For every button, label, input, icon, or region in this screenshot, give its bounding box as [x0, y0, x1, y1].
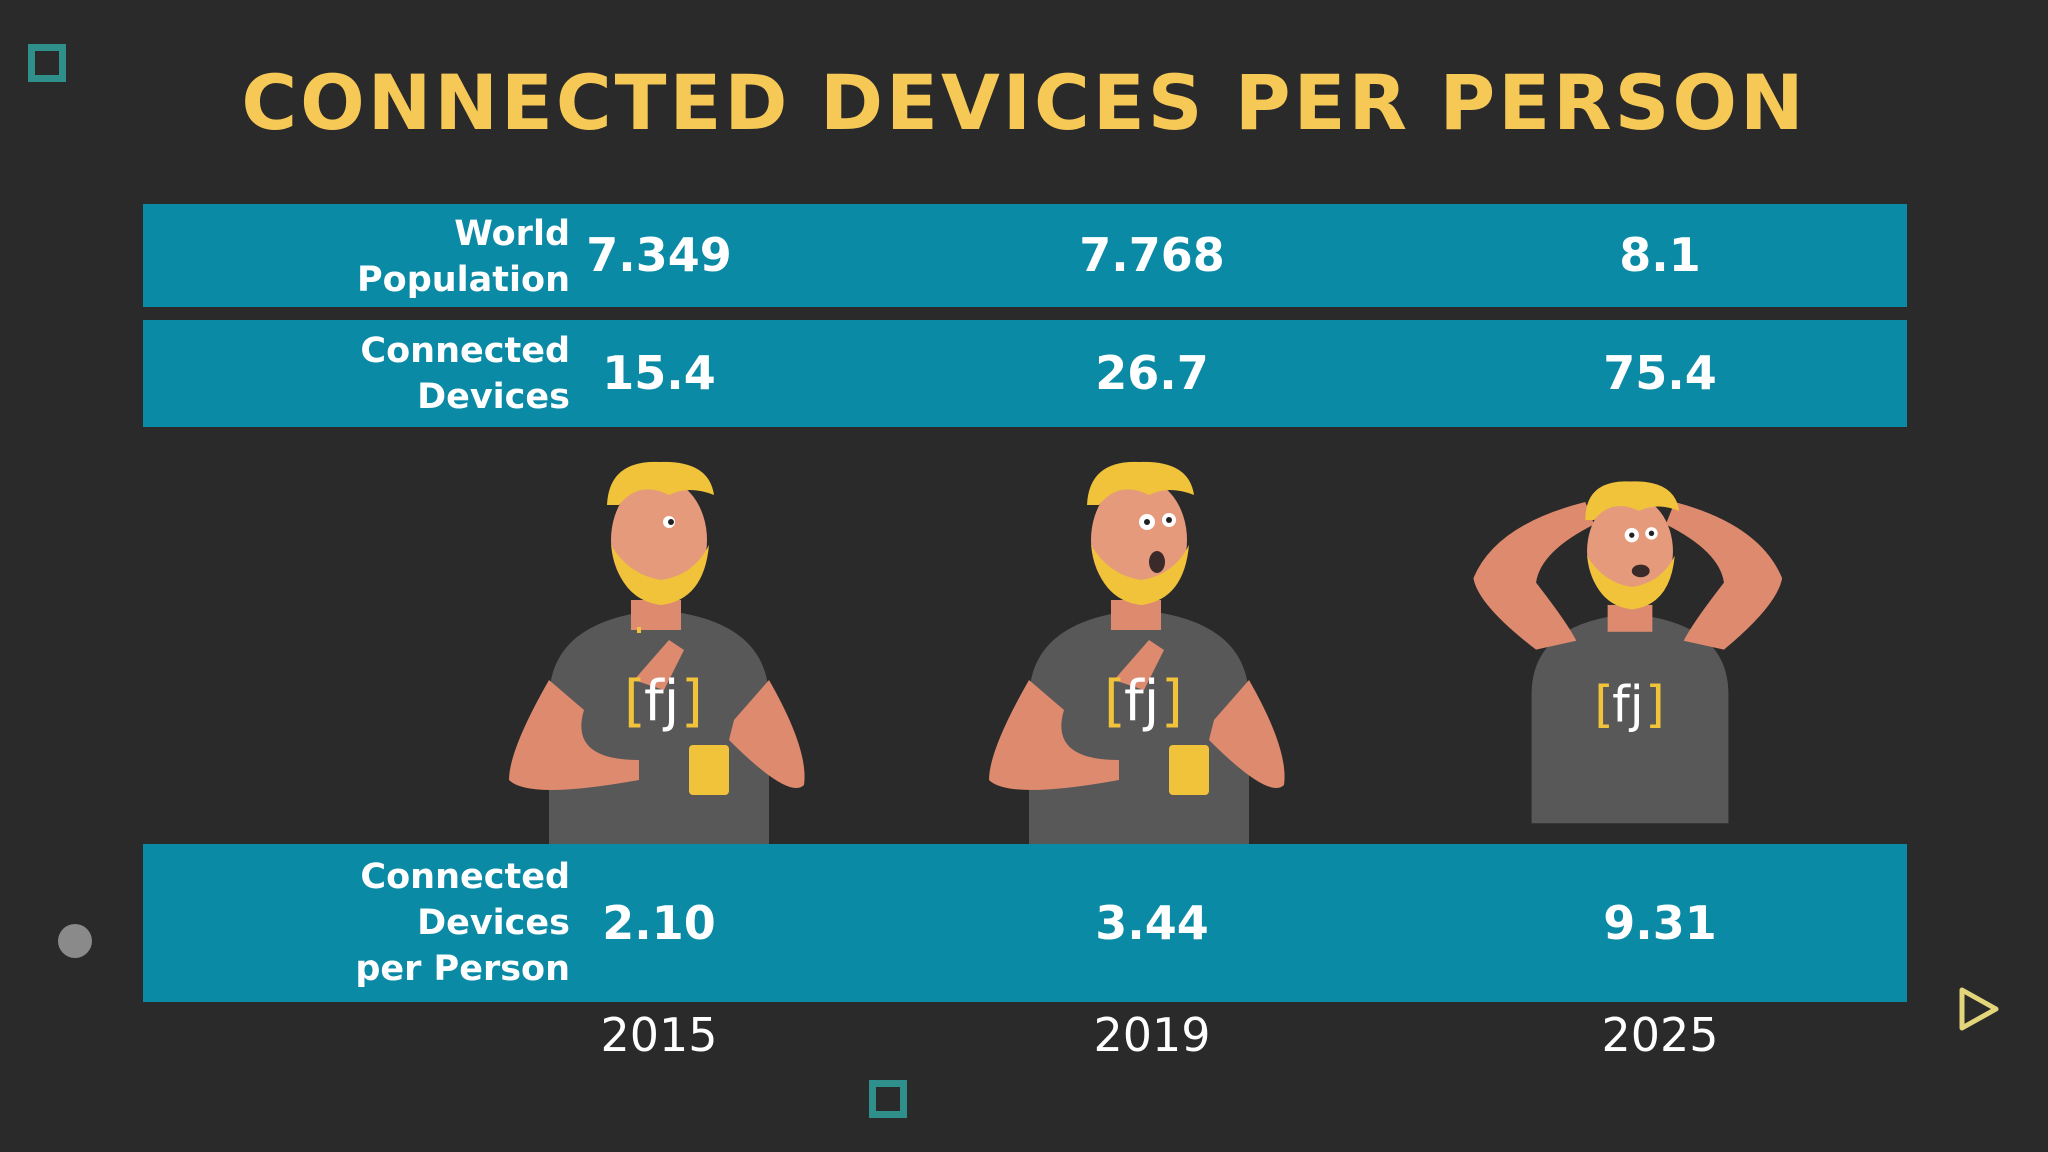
svg-text:]: ] — [1161, 669, 1183, 734]
svg-text:fj: fj — [1612, 674, 1644, 733]
connected-devices-2025: 75.4 — [1603, 346, 1717, 400]
figure-worried-2019: [ fj ] — [989, 461, 1285, 844]
svg-text:[: [ — [1104, 669, 1126, 734]
page-title: CONNECTED DEVICES PER PERSON — [241, 58, 1807, 147]
row-label-devices-per-person: Connected Devices per Person — [355, 857, 570, 989]
connected-devices-2015: 15.4 — [602, 346, 716, 400]
figure-panicked-2025: [ fj ] — [1473, 481, 1783, 824]
svg-text:[: [ — [1594, 674, 1614, 733]
svg-text:]: ] — [1645, 674, 1665, 733]
circle-dot-icon — [58, 924, 92, 958]
row-label-connected-devices: Connected Devices — [360, 331, 570, 417]
world-population-2019: 7.768 — [1079, 228, 1225, 282]
row-band-world-population — [143, 204, 1907, 307]
square-outline-icon — [28, 44, 66, 82]
devices-per-person-2015: 2.10 — [602, 896, 716, 950]
figure-calm-2015: [ fj ] — [509, 461, 805, 844]
world-population-2015: 7.349 — [586, 228, 732, 282]
devices-per-person-2019: 3.44 — [1095, 896, 1209, 950]
year-label-2019: 2019 — [1093, 1008, 1211, 1062]
year-label-2015: 2015 — [600, 1008, 718, 1062]
devices-per-person-2025: 9.31 — [1603, 896, 1717, 950]
svg-text:]: ] — [681, 669, 703, 734]
row-label-world-population: World Population — [357, 214, 570, 300]
svg-text:fj: fj — [1124, 669, 1159, 734]
square-outline-icon — [869, 1080, 907, 1118]
triangle-play-icon — [1959, 987, 1999, 1031]
svg-text:[: [ — [624, 669, 646, 734]
row-band-connected-devices — [143, 320, 1907, 427]
year-label-2025: 2025 — [1601, 1008, 1719, 1062]
row-band-devices-per-person — [143, 844, 1907, 1002]
svg-text:fj: fj — [644, 669, 679, 734]
world-population-2025: 8.1 — [1619, 228, 1701, 282]
connected-devices-2019: 26.7 — [1095, 346, 1209, 400]
